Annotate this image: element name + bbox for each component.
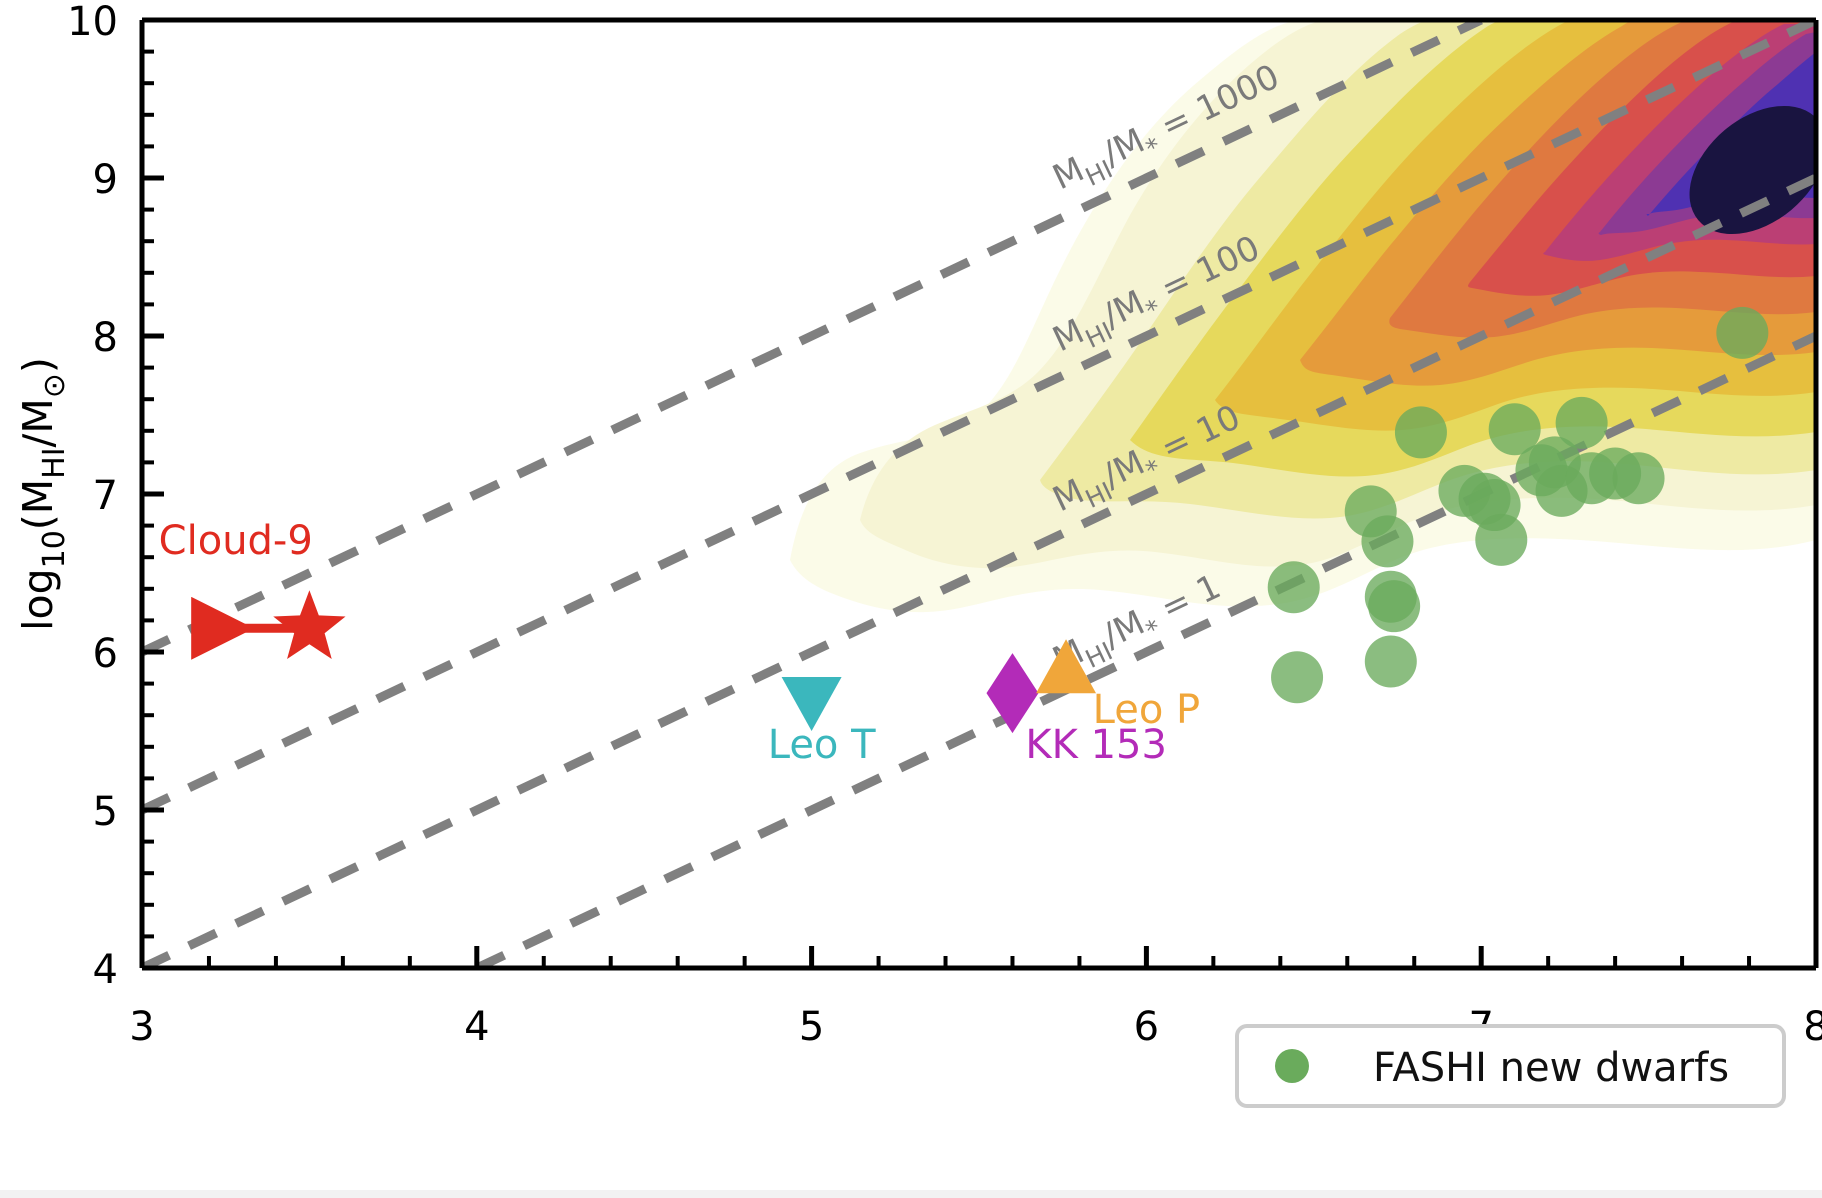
scatter-point-fashi-dwarf [1555,396,1608,449]
y-tick-label: 6 [93,631,118,677]
scatter-point-fashi-dwarf [1488,403,1541,456]
scatter-point-fashi-dwarf [1475,513,1528,566]
marker-cloud-9 [273,590,346,660]
scatter-point-fashi-dwarf [1368,580,1421,633]
scatter-point-fashi-dwarf [1612,452,1665,505]
scatter-point-fashi-dwarf [1361,515,1414,568]
ratio-lines-group [142,20,1816,968]
object-label-leo-p: Leo P [1093,687,1201,733]
scatter-point-fashi-dwarf [1364,635,1417,688]
ratio-line-1 [475,331,1816,968]
x-tick-label: 5 [799,1004,824,1050]
y-axis-title: log10(MHI/M⊙) [14,357,72,631]
legend-box[interactable] [1235,1024,1786,1108]
legend-label-fashi-dwarfs: FASHI new dwarfs [1373,1045,1729,1091]
object-label-cloud-9: Cloud-9 [159,518,313,564]
scatter-point-fashi-dwarf [1267,561,1320,614]
y-tick-label: 10 [67,0,118,45]
x-tick-label: 4 [464,1004,489,1050]
marker-kk-153 [986,653,1039,734]
scatter-point-fashi-dwarf [1271,651,1324,704]
page-bottom-strip [0,1190,1822,1198]
y-tick-label: 5 [93,789,118,835]
x-tick-label: 3 [129,1004,154,1050]
legend[interactable]: FASHI new dwarfs [1235,1024,1786,1108]
ratio-line-1000 [142,20,1483,657]
legend-marker-fashi-dwarfs [1275,1049,1309,1083]
y-tick-label: 7 [93,473,118,519]
object-label-kk-153: KK 153 [1025,722,1167,768]
x-tick-label: 8 [1803,1004,1822,1050]
marker-leo-p [1036,639,1097,694]
scatter-point-fashi-dwarf [1716,306,1769,359]
axis-ticks [139,17,1819,971]
y-tick-label: 4 [93,947,118,993]
contour-core-navy [1689,105,1816,235]
marker-leo-t [781,677,842,732]
x-tick-label: 6 [1134,1004,1159,1050]
fashi-dwarfs-scatter [1267,306,1769,704]
object-label-leo-t: Leo T [768,722,876,768]
svg-text:log10(MHI/M⊙): log10(MHI/M⊙) [14,357,72,631]
y-tick-label: 8 [93,315,118,361]
y-tick-label: 9 [93,157,118,203]
scatter-point-fashi-dwarf [1394,406,1447,459]
